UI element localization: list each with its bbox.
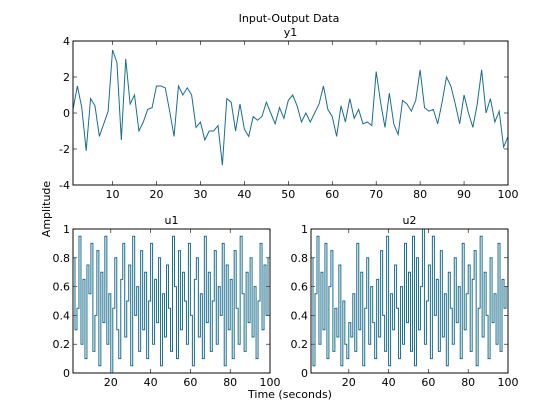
u1-xtick-label: 80 xyxy=(223,376,237,389)
u2-series-line xyxy=(311,228,509,367)
u2-ytick-label: 0.8 xyxy=(291,252,309,265)
y1-ytick-label: 0 xyxy=(63,107,70,120)
y1-xtick-label: 100 xyxy=(498,188,519,201)
y1-xtick-label: 70 xyxy=(369,188,383,201)
figure-suptitle: Input-Output Data xyxy=(239,12,340,25)
y1-xtick-label: 80 xyxy=(413,188,427,201)
u1-ytick-label: 1 xyxy=(63,223,70,236)
u1-xtick-label: 100 xyxy=(260,376,281,389)
figure-xlabel: Time (seconds) xyxy=(247,388,332,401)
u1-xtick-label: 20 xyxy=(104,376,118,389)
u1-series-line xyxy=(73,235,271,374)
y1-xtick-label: 10 xyxy=(106,188,120,201)
u2-xtick-label: 100 xyxy=(498,376,519,389)
u1-title: u1 xyxy=(165,214,179,227)
u2-title: u2 xyxy=(403,214,417,227)
u1-axes-box xyxy=(72,228,271,374)
y1-xtick-label: 30 xyxy=(193,188,207,201)
subplot-y1: y1 10 20 30 40 50 60 70 80 90 100 -4 -2 0 2 4 xyxy=(59,26,518,201)
u2-ytick-label: 1 xyxy=(301,223,308,236)
u2-ytick-label: 0.4 xyxy=(291,309,309,322)
u2-ytick-label: 0 xyxy=(301,367,308,380)
y1-xtick-label: 90 xyxy=(457,188,471,201)
u1-axes-frame xyxy=(72,228,271,374)
u1-ytick-label: 0 xyxy=(63,367,70,380)
y1-ytick-label: -2 xyxy=(59,143,70,156)
u1-xtick-label: 60 xyxy=(183,376,197,389)
y1-axes-frame xyxy=(72,40,509,186)
y1-ytick-label: -4 xyxy=(59,179,70,192)
y1-axes-box xyxy=(72,40,509,186)
y1-xtick-label: 40 xyxy=(237,188,251,201)
u1-ytick-label: 0.6 xyxy=(53,281,71,294)
y1-series-line xyxy=(72,49,509,166)
y1-xtick-label: 20 xyxy=(149,188,163,201)
u2-xtick-label: 60 xyxy=(421,376,435,389)
y1-xtick-label: 50 xyxy=(281,188,295,201)
u1-ytick-label: 0.2 xyxy=(53,338,71,351)
u2-axes-frame xyxy=(310,228,509,374)
y1-title: y1 xyxy=(284,26,298,39)
u1-ytick-label: 0.4 xyxy=(53,309,71,322)
y1-ytick-label: 2 xyxy=(63,71,70,84)
u2-xtick-label: 20 xyxy=(342,376,356,389)
u1-xtick-label: 40 xyxy=(144,376,158,389)
y1-xtick-label: 60 xyxy=(325,188,339,201)
y1-ytick-label: 4 xyxy=(63,35,70,48)
subplot-u2: u2 20 40 60 80 100 0 0.2 0.4 0.6 0.8 1 xyxy=(291,214,519,389)
u2-ytick-label: 0.2 xyxy=(291,338,309,351)
u2-ytick-label: 0.6 xyxy=(291,281,309,294)
u2-xtick-label: 40 xyxy=(382,376,396,389)
u1-ytick-label: 0.8 xyxy=(53,252,71,265)
figure-ylabel: Amplitude xyxy=(40,181,53,238)
u2-xtick-label: 80 xyxy=(461,376,475,389)
subplot-u1: u1 20 40 60 80 100 0 0.2 0.4 0.6 0.8 1 xyxy=(53,214,281,389)
